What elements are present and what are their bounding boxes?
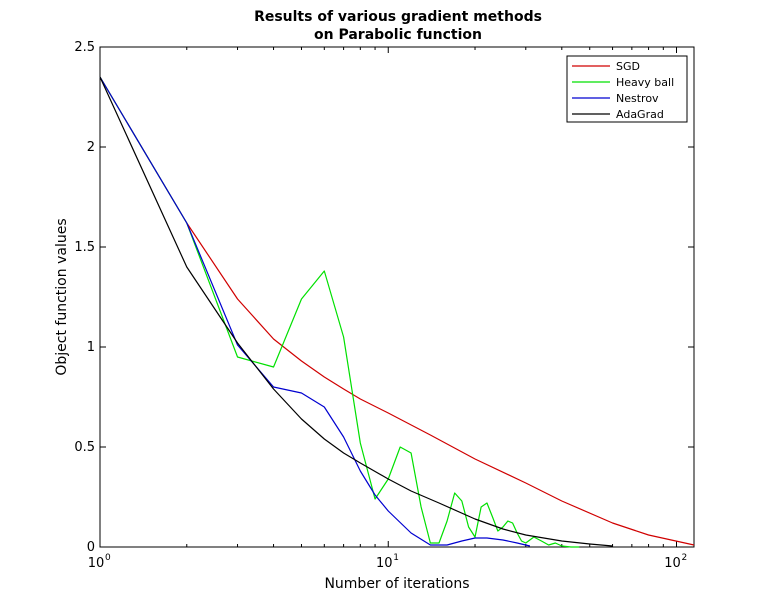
x-axis-ticks: 10 0 10 1 10 2 bbox=[88, 47, 688, 571]
y-tick-label: 2.5 bbox=[74, 40, 95, 55]
series-lines bbox=[99, 76, 695, 548]
x-tick-label-base: 10 bbox=[376, 556, 393, 571]
legend-label: AdaGrad bbox=[616, 108, 664, 121]
y-tick-label: 2 bbox=[87, 140, 95, 155]
plot-area bbox=[99, 46, 695, 548]
series-line-2 bbox=[99, 76, 531, 547]
chart-title-line-1: Results of various gradient methods bbox=[254, 9, 542, 25]
x-tick-label-base: 10 bbox=[88, 556, 105, 571]
series-line-0 bbox=[99, 76, 695, 546]
x-axis-label: Number of iterations bbox=[324, 576, 469, 592]
legend: SGD Heavy ball Nestrov AdaGrad bbox=[566, 55, 688, 123]
series-line-3 bbox=[99, 76, 613, 547]
x-tick-label-exponent: 1 bbox=[393, 553, 399, 563]
y-tick-label: 1.5 bbox=[74, 240, 95, 255]
legend-label: Heavy ball bbox=[616, 76, 674, 89]
y-tick-label: 1 bbox=[87, 340, 95, 355]
y-tick-label: 0 bbox=[87, 540, 95, 555]
x-tick-label-exponent: 2 bbox=[682, 553, 688, 563]
legend-label: Nestrov bbox=[616, 92, 659, 105]
chart-title-line-2: on Parabolic function bbox=[314, 27, 482, 43]
y-axis-label: Object function values bbox=[54, 218, 70, 375]
y-tick-label: 0.5 bbox=[74, 440, 95, 455]
x-tick-label-base: 10 bbox=[664, 556, 681, 571]
legend-box bbox=[566, 55, 688, 123]
legend-label: SGD bbox=[616, 60, 640, 73]
y-axis-ticks: 0 0.5 1 1.5 2 2.5 bbox=[74, 40, 694, 555]
series-line-1 bbox=[99, 76, 580, 548]
x-tick-label-exponent: 0 bbox=[105, 553, 111, 563]
